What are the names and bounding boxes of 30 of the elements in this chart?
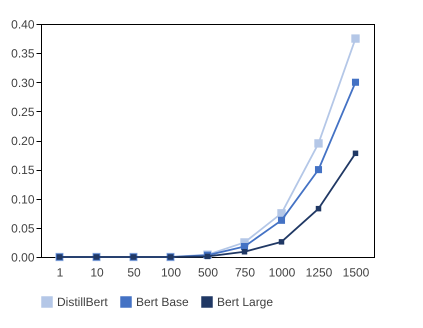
y-tick-label: 0.25 (11, 104, 35, 119)
point (242, 249, 248, 254)
x-tick-label: 750 (234, 266, 256, 280)
y-tick-label: 0.10 (11, 192, 35, 206)
y-tick-label: 0.40 (11, 18, 35, 32)
y-tick-label: 0.00 (11, 250, 35, 264)
y-tick-label: 0.35 (11, 46, 35, 61)
y-tick-label: 0.15 (11, 163, 35, 178)
y-tick-label: 0.05 (11, 221, 35, 236)
point (316, 206, 322, 212)
legend-label: Bert Large (217, 295, 274, 309)
legend-label: Bert Base (136, 295, 190, 309)
legend-label: DistillBert (57, 295, 108, 309)
x-tick-label: 10 (90, 266, 104, 280)
point (352, 78, 360, 86)
x-tick-label: 500 (198, 266, 218, 280)
y-tick-label: 0.30 (11, 76, 35, 90)
x-tick-label: 50 (127, 266, 141, 280)
x-tick-label: 1500 (342, 266, 370, 280)
x-tick-label: 1 (56, 266, 64, 280)
point (314, 139, 323, 148)
point (278, 239, 284, 245)
x-tick-label: 100 (160, 266, 182, 280)
y-tick-label: 0.20 (11, 134, 35, 148)
x-tick-label: 1250 (306, 266, 333, 280)
x-tick-label: 1000 (268, 266, 296, 280)
point (352, 150, 358, 156)
point (351, 34, 360, 43)
point (314, 166, 322, 174)
point (278, 216, 286, 224)
